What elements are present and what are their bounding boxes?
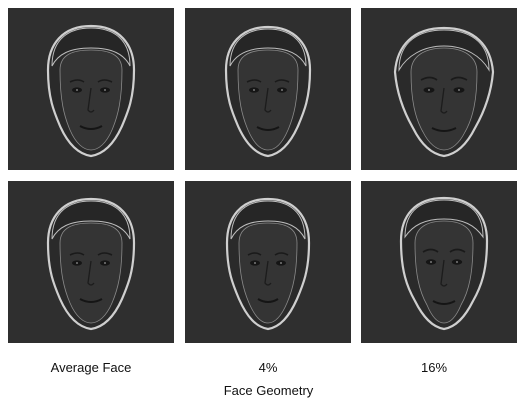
face-panel-16-percent-top — [361, 8, 517, 170]
face-16-percent-image — [361, 8, 517, 170]
column-label-16-percent: 16% — [420, 360, 448, 375]
face-4-percent-image — [185, 8, 351, 170]
face-panel-average-bottom — [8, 181, 174, 343]
face-panel-average-top — [8, 8, 174, 170]
average-face-image — [8, 181, 174, 343]
face-16-percent-image — [361, 181, 517, 343]
face-4-percent-image — [185, 181, 351, 343]
axis-label-face-geometry: Face Geometry — [223, 383, 314, 398]
face-panel-4-percent-top — [185, 8, 351, 170]
column-label-4-percent: 4% — [258, 360, 278, 375]
average-face-image — [8, 8, 174, 170]
column-label-average-face: Average Face — [50, 360, 132, 375]
face-panel-16-percent-bottom — [361, 181, 517, 343]
face-panel-4-percent-bottom — [185, 181, 351, 343]
